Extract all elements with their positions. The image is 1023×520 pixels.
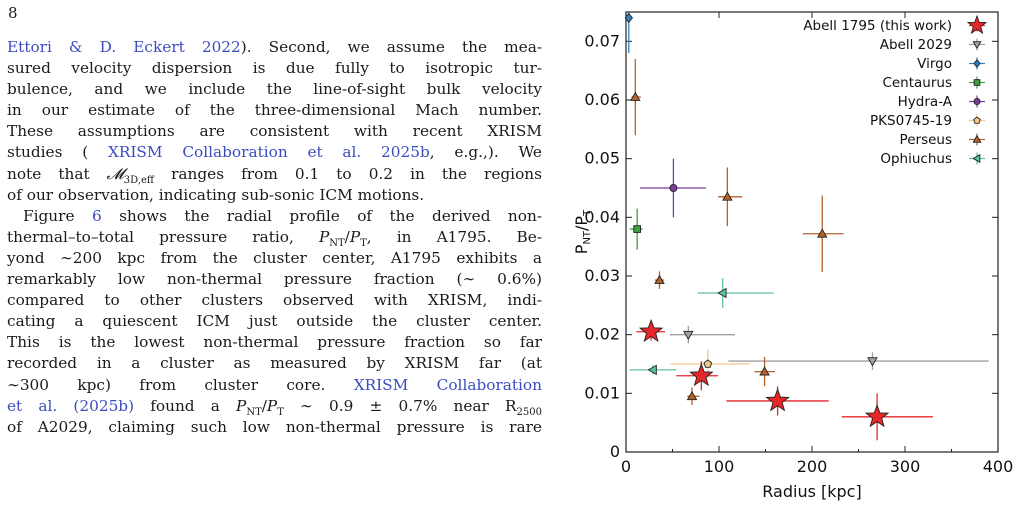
- marker: [689, 362, 714, 387]
- text-line: remarkably low non-thermal pressure frac…: [7, 270, 542, 289]
- text-line: et al. (2025b) found a PNT/PT ∼ 0.9 ± 0.…: [7, 396, 542, 418]
- data-points: [624, 12, 989, 441]
- data-point-ophiuchus: [697, 278, 774, 308]
- y-tick-label: 0.06: [584, 90, 620, 109]
- data-point-perseus: [686, 387, 700, 406]
- legend-label: Hydra-A: [898, 94, 953, 110]
- y-tick-label: 0.02: [584, 325, 620, 344]
- legend-marker: [973, 79, 981, 86]
- legend-marker: [973, 116, 981, 124]
- y-tick-label: 0.05: [584, 149, 620, 168]
- data-point-hydra-a: [639, 158, 706, 218]
- data-point-centaurus: [629, 208, 643, 250]
- text-line: These assumptions are consistent with re…: [7, 122, 542, 141]
- legend-marker: [972, 134, 982, 143]
- text-line: compared to other clusters observed with…: [7, 291, 542, 310]
- data-point-perseus: [754, 356, 775, 387]
- text-line: studies ( XRISM Collaboration et al. 202…: [7, 143, 542, 162]
- marker: [669, 183, 678, 193]
- data-point-abell: [726, 386, 829, 416]
- page-number: 8: [8, 4, 18, 22]
- data-point-perseus: [718, 167, 743, 227]
- legend-marker: [972, 153, 981, 164]
- marker: [703, 359, 713, 368]
- legend-label: Abell 1795 (this work): [803, 18, 952, 34]
- text-line: of our observation, indicating sub-sonic…: [7, 185, 425, 204]
- text-line: sured velocity dispersion is due fully t…: [7, 59, 542, 78]
- marker: [633, 225, 641, 233]
- x-tick-label: 400: [983, 457, 1014, 476]
- legend-label: Centaurus: [882, 75, 952, 91]
- text-line: in our estimate of the three-dimensional…: [7, 101, 542, 120]
- legend: Abell 1795 (this work) Abell 2029 Virgo Cen…: [803, 14, 988, 167]
- y-tick-label: 0.01: [584, 383, 620, 402]
- marker: [717, 287, 727, 299]
- legend-marker: [972, 41, 982, 50]
- legend-label: Virgo: [917, 56, 952, 72]
- x-tick-label: 300: [890, 457, 921, 476]
- axis-ticks: 0 100 200 300 400 0 0.01 0.02 0.03 0.04 0.05 0.06 0.…: [584, 12, 1013, 476]
- legend-label: PKS0745-19: [870, 113, 952, 129]
- marker: [864, 403, 890, 428]
- text-line: Ettori & D. Eckert 2022). Second, we ass…: [7, 38, 542, 56]
- data-point-perseus: [802, 195, 844, 272]
- text-line: This is the lowest non-thermal pressure …: [7, 333, 542, 352]
- x-tick-label: 0: [621, 457, 631, 476]
- data-point-abell: [676, 361, 719, 391]
- marker: [816, 228, 828, 238]
- data-point-abell: [636, 318, 666, 343]
- data-point-abell: [728, 352, 989, 370]
- marker: [638, 318, 664, 343]
- y-tick-label: 0.04: [584, 207, 620, 226]
- marker: [759, 366, 770, 376]
- text-line: Figure 6 shows the radial profile of the…: [23, 206, 542, 225]
- body-text: Ettori & D. Eckert 2022). Second, we ass…: [7, 37, 542, 438]
- data-point-abell: [669, 325, 735, 344]
- y-tick-label: 0.03: [584, 266, 620, 285]
- text-line: of A2029, claiming such low non-thermal …: [7, 417, 542, 436]
- data-point-perseus: [654, 271, 665, 289]
- marker: [630, 91, 641, 101]
- marker: [654, 274, 665, 284]
- legend-label: Perseus: [900, 132, 952, 148]
- data-point-perseus: [630, 58, 641, 136]
- y-tick-label: 0.07: [584, 31, 620, 50]
- data-point-ophiuchus: [629, 364, 677, 376]
- pressure-ratio-chart: 0 100 200 300 400 0 0.01 0.02 0.03 0.04 0.05 0.06 0.…: [572, 11, 1013, 501]
- text-line: ∼300 kpc) from cluster core. XRISM Colla…: [7, 375, 542, 394]
- legend-marker: [966, 14, 988, 35]
- marker: [624, 12, 633, 24]
- text-line: bulence, and we include the line-of-sigh…: [7, 80, 542, 99]
- text-line: thermal–to–total pressure ratio, PNT/PT,…: [7, 227, 542, 249]
- x-tick-label: 100: [704, 457, 735, 476]
- text-line: cating a quiescent ICM just outside the …: [7, 312, 542, 331]
- legend-marker: [973, 98, 981, 105]
- marker: [722, 191, 733, 201]
- data-point-virgo: [624, 12, 633, 54]
- y-tick-label: 0: [610, 442, 620, 461]
- text-line: yond ∼200 kpc from the cluster center, A…: [7, 248, 542, 267]
- text-line: note that 𝓜3D,eff ranges from 0.1 to 0.2…: [7, 164, 542, 186]
- legend-label: Ophiuchus: [880, 151, 952, 167]
- x-axis-label: Radius [kpc]: [762, 482, 861, 501]
- marker: [867, 357, 878, 367]
- marker: [765, 388, 790, 412]
- marker: [647, 364, 657, 376]
- x-tick-label: 200: [797, 457, 828, 476]
- legend-label: Abell 2029: [880, 37, 952, 53]
- data-point-abell: [841, 393, 933, 441]
- marker: [686, 390, 698, 401]
- legend-marker: [973, 58, 981, 69]
- y-axis-label: PNT/PT: [572, 209, 593, 254]
- marker: [683, 330, 694, 341]
- text-line: recorded in a cluster as measured by XRI…: [7, 354, 542, 373]
